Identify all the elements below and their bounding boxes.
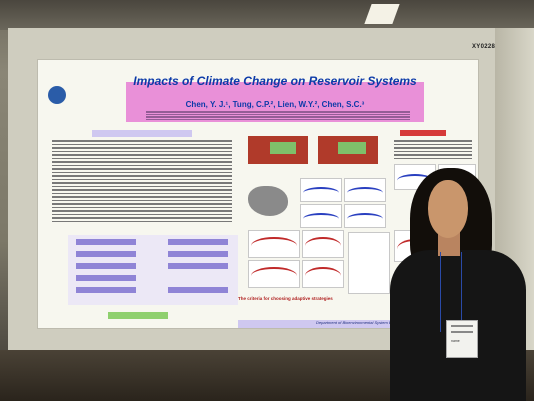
chart-1: [300, 178, 342, 202]
reservoir-diagram-2-green: [338, 142, 366, 154]
criteria-heading: The criteria for choosing adaptive strat…: [238, 296, 333, 301]
poster-authors: Chen, Y. J.¹, Tung, C.P.², Lien, W.Y.², …: [185, 100, 365, 109]
chart-4: [344, 204, 386, 228]
poster-title-band: [126, 82, 424, 122]
flowchart-footer-bar: [108, 312, 168, 319]
chart-3: [300, 204, 342, 228]
poster-footer-caption: Department of Bioenvironmental System En…: [316, 320, 411, 325]
taiwan-map: [248, 186, 288, 216]
person-face: [428, 180, 468, 238]
chart-7: [248, 260, 300, 288]
impact-label: [400, 130, 446, 136]
chart-2: [344, 178, 386, 202]
name-badge: name: [446, 320, 478, 358]
lanyard: [440, 252, 462, 332]
person-neck: [438, 232, 460, 256]
results-column: [394, 130, 472, 310]
chart-5: [248, 230, 300, 258]
abstract-column: [52, 130, 232, 306]
poster-affiliations: [138, 110, 418, 122]
research-poster: Impacts of Climate Change on Reservoir S…: [38, 60, 478, 328]
chart-6: [302, 230, 344, 258]
ceiling: [0, 0, 534, 30]
chart-8: [302, 260, 344, 288]
board-number-label: XY0228: [472, 44, 496, 50]
reservoir-diagram-1-green: [270, 142, 296, 154]
poster-footer-bar: [238, 320, 478, 328]
text-panel: [348, 232, 390, 294]
university-logo: [48, 86, 66, 104]
poster-title: Impacts of Climate Change on Reservoir S…: [133, 74, 417, 88]
flowchart: [68, 235, 238, 305]
abstract-heading-bar: [92, 130, 192, 137]
